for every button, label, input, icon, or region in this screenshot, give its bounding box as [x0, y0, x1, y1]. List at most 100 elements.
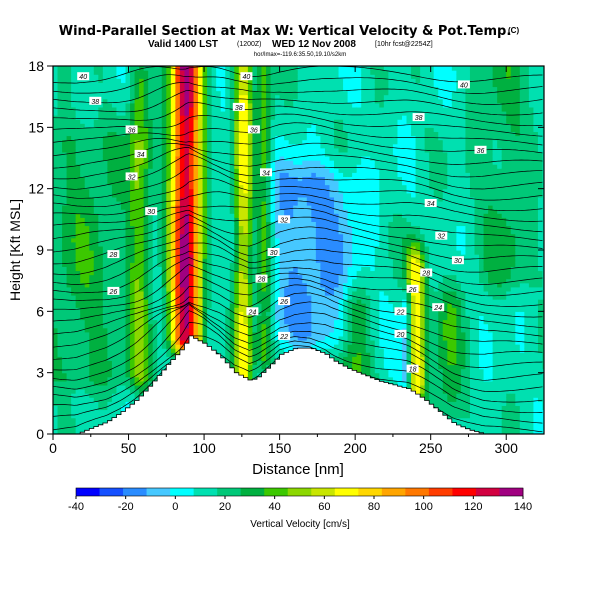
- heatmap-cell: [62, 147, 68, 153]
- heatmap-cell: [170, 319, 176, 325]
- heatmap-cell: [120, 205, 127, 210]
- heatmap-cell: [84, 331, 90, 337]
- heatmap-cell: [252, 98, 258, 104]
- heatmap-cell: [93, 344, 99, 349]
- heatmap-cell: [62, 344, 68, 349]
- heatmap-cell: [288, 299, 294, 304]
- heatmap-cell: [238, 127, 244, 133]
- heatmap-cell: [202, 307, 208, 312]
- heatmap-cell: [243, 266, 249, 272]
- heatmap-cell: [107, 168, 113, 173]
- heatmap-cell: [166, 270, 172, 276]
- heatmap-cell: [93, 168, 99, 173]
- heatmap-cell: [148, 376, 154, 382]
- heatmap-cell: [279, 127, 285, 133]
- heatmap-cell: [111, 143, 118, 149]
- heatmap-cell: [130, 164, 136, 169]
- heatmap-cell: [279, 172, 285, 177]
- heatmap-cell: [89, 192, 95, 198]
- heatmap-cell: [116, 319, 122, 325]
- heatmap-cell: [57, 70, 63, 75]
- heatmap-cell: [216, 282, 222, 288]
- heatmap-cell: [166, 299, 172, 304]
- heatmap-cell: [89, 131, 95, 137]
- heatmap-cell: [161, 70, 167, 75]
- heatmap-cell: [170, 70, 176, 75]
- heatmap-cell: [247, 160, 254, 165]
- heatmap-cell: [166, 119, 172, 124]
- heatmap-cell: [207, 143, 213, 149]
- heatmap-cell: [170, 180, 176, 186]
- heatmap-cell: [207, 225, 213, 231]
- heatmap-cell: [125, 339, 131, 345]
- heatmap-cell: [184, 278, 190, 284]
- heatmap-cell: [252, 184, 258, 190]
- heatmap-cell: [125, 225, 131, 231]
- heatmap-cell: [252, 225, 258, 231]
- heatmap-cell: [139, 139, 145, 145]
- heatmap-cell: [243, 98, 249, 104]
- heatmap-cell: [225, 180, 231, 186]
- heatmap-cell: [66, 294, 72, 300]
- heatmap-cell: [225, 205, 231, 210]
- heatmap-cell: [284, 327, 290, 333]
- heatmap-cell: [216, 66, 222, 71]
- heatmap-cell: [75, 323, 81, 329]
- heatmap-cell: [225, 78, 231, 83]
- heatmap-cell: [193, 102, 199, 108]
- heatmap-cell: [75, 327, 81, 333]
- heatmap-cell: [256, 221, 263, 227]
- heatmap-cell: [170, 233, 176, 239]
- heatmap-cell: [193, 286, 199, 292]
- heatmap-cell: [270, 74, 276, 79]
- heatmap-cell: [111, 106, 118, 112]
- heatmap-cell: [62, 213, 68, 218]
- heatmap-cell: [234, 356, 240, 361]
- heatmap-cell: [71, 213, 77, 218]
- heatmap-cell: [130, 294, 136, 300]
- heatmap-cell: [247, 180, 254, 186]
- heatmap-cell: [130, 339, 136, 345]
- heatmap-cell: [53, 319, 59, 325]
- heatmap-cell: [53, 278, 59, 284]
- heatmap-cell: [238, 266, 244, 272]
- heatmap-cell: [75, 139, 81, 145]
- heatmap-cell: [71, 311, 77, 317]
- heatmap-cell: [252, 319, 258, 325]
- heatmap-cell: [229, 344, 235, 349]
- heatmap-cell: [202, 237, 208, 243]
- heatmap-cell: [170, 258, 176, 263]
- heatmap-cell: [279, 225, 285, 231]
- heatmap-cell: [284, 200, 290, 206]
- heatmap-cell: [193, 278, 199, 284]
- heatmap-cell: [284, 262, 290, 267]
- heatmap-cell: [125, 217, 131, 222]
- heatmap-cell: [202, 315, 208, 321]
- heatmap-cell: [134, 106, 140, 112]
- heatmap-cell: [111, 380, 118, 386]
- heatmap-cell: [152, 282, 158, 288]
- heatmap-cell: [143, 380, 149, 386]
- heatmap-cell: [107, 393, 113, 398]
- heatmap-cell: [270, 78, 276, 83]
- heatmap-cell: [152, 147, 158, 153]
- heatmap-cell: [170, 82, 176, 88]
- heatmap-cell: [216, 299, 222, 304]
- heatmap-cell: [261, 151, 267, 157]
- heatmap-cell: [111, 356, 118, 361]
- heatmap-cell: [288, 70, 294, 75]
- heatmap-cell: [93, 209, 99, 214]
- heatmap-cell: [80, 127, 86, 133]
- heatmap-cell: [193, 98, 199, 104]
- heatmap-cell: [102, 270, 108, 276]
- heatmap-cell: [220, 135, 226, 141]
- heatmap-cell: [261, 266, 267, 272]
- heatmap-cell: [175, 115, 181, 120]
- heatmap-cell: [211, 282, 217, 288]
- heatmap-cell: [139, 86, 145, 92]
- heatmap-cell: [71, 74, 77, 79]
- heatmap-cell: [130, 331, 136, 337]
- heatmap-cell: [53, 102, 59, 108]
- heatmap-cell: [157, 241, 163, 247]
- heatmap-cell: [120, 78, 127, 83]
